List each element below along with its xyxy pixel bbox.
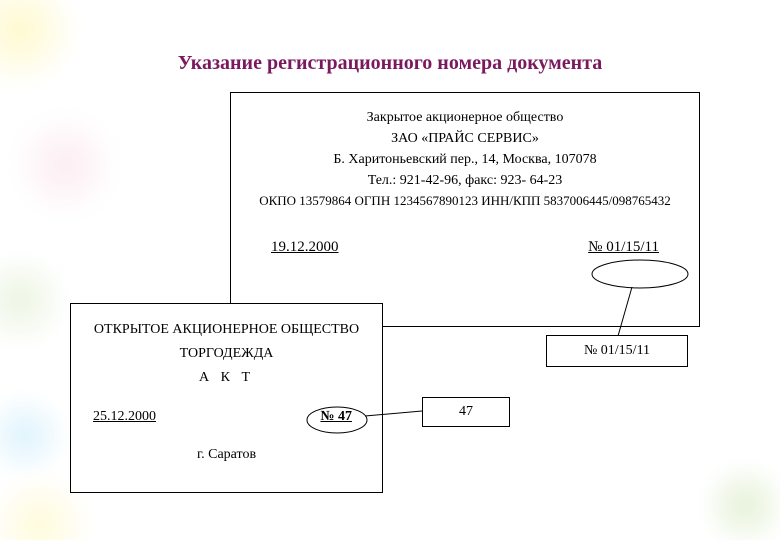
- doc2-date: 25.12.2000: [93, 409, 156, 425]
- bg-blob: [700, 460, 780, 540]
- callout-number-box: № 01/15/11: [546, 335, 688, 367]
- bg-blob: [0, 0, 80, 90]
- doc1-org-name: ЗАО «ПРАЙС СЕРВИС»: [231, 128, 699, 149]
- doc1-phone: Тел.: 921-42-96, факс: 923- 64-23: [231, 170, 699, 191]
- page-title: Указание регистрационного номера докумен…: [0, 52, 780, 75]
- doc2-akt: А К Т: [71, 366, 382, 390]
- doc1-date: 19.12.2000: [271, 239, 339, 256]
- bg-blob: [10, 110, 120, 220]
- callout-47-box: 47: [422, 397, 510, 427]
- doc2-org-name: ТОРГОДЕЖДА: [71, 342, 382, 366]
- bg-blob: [0, 250, 70, 350]
- doc1-number: № 01/15/11: [588, 239, 659, 256]
- document-box-2: ОТКРЫТОЕ АКЦИОНЕРНОЕ ОБЩЕСТВО ТОРГОДЕЖДА…: [70, 303, 383, 493]
- bg-blob: [0, 390, 70, 480]
- doc1-address: Б. Харитоньевский пер., 14, Москва, 1070…: [231, 149, 699, 170]
- doc1-codes: ОКПО 13579864 ОГПН 1234567890123 ИНН/КПП…: [231, 191, 699, 211]
- document-box-1: Закрытое акционерное общество ЗАО «ПРАЙС…: [230, 92, 700, 327]
- doc1-org-type: Закрытое акционерное общество: [231, 107, 699, 128]
- doc2-number: № 47: [320, 409, 352, 425]
- doc2-city: г. Саратов: [71, 447, 382, 463]
- doc2-org-type: ОТКРЫТОЕ АКЦИОНЕРНОЕ ОБЩЕСТВО: [71, 318, 382, 342]
